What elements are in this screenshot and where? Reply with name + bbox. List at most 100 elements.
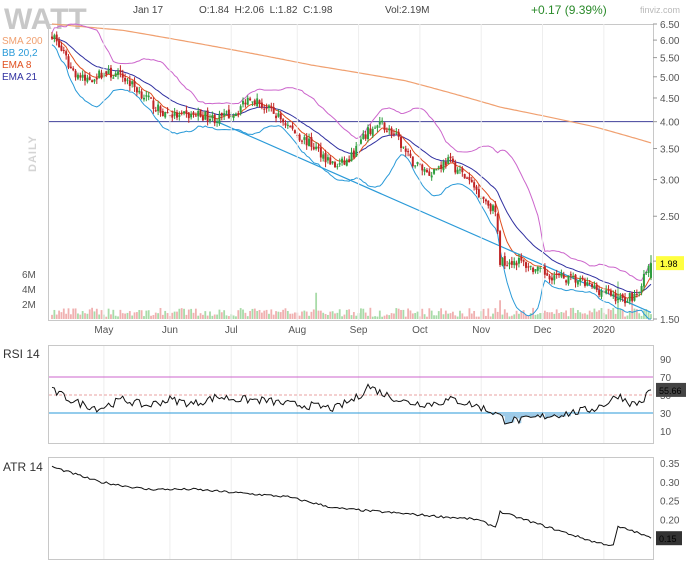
volume-bar <box>246 316 249 319</box>
candle-body <box>291 125 294 129</box>
volume-bar <box>539 313 542 319</box>
candle-body <box>350 152 353 162</box>
volume-bar <box>204 311 207 319</box>
volume-bar <box>569 307 572 319</box>
volume-bar <box>397 308 400 319</box>
candle-body <box>282 119 285 123</box>
candle-body <box>569 274 572 276</box>
volume-bar <box>180 308 183 319</box>
candle-body <box>583 280 586 286</box>
candle-body <box>138 90 141 93</box>
volume-bar <box>105 316 108 319</box>
volume-bar <box>650 314 652 319</box>
volume-bar <box>591 312 593 319</box>
candle-body <box>225 111 228 113</box>
volume-bar <box>275 311 277 319</box>
volume-bar <box>477 316 480 319</box>
candle-body <box>525 262 528 268</box>
candle-body <box>237 113 240 115</box>
candle-body <box>194 115 197 117</box>
volume-bar <box>546 312 549 319</box>
rsi-tick-label: 10 <box>660 427 672 438</box>
volume-bar <box>414 312 417 319</box>
candle-body <box>223 113 226 117</box>
period-label: DAILY <box>27 135 39 172</box>
candle-body <box>329 157 332 165</box>
candle-body <box>562 275 565 279</box>
candle-body <box>359 139 362 144</box>
volume-bar <box>485 315 487 319</box>
candle-body <box>449 156 452 159</box>
candle-body <box>411 156 414 167</box>
candle-body <box>112 77 115 79</box>
price-tick-label: 1.50 <box>660 315 680 326</box>
candle-body <box>484 199 487 202</box>
candle-body <box>586 282 589 286</box>
x-tick-label: Sep <box>350 325 368 336</box>
volume-bar <box>466 316 468 319</box>
volume-bar <box>308 315 310 319</box>
volume-bar <box>633 308 636 319</box>
candle-body <box>647 265 650 273</box>
volume-bar <box>334 313 336 319</box>
volume-bar <box>475 316 478 319</box>
volume-bar <box>272 314 275 319</box>
candle-body <box>265 107 268 109</box>
candle-body <box>619 295 622 300</box>
volume-bar <box>244 312 247 319</box>
volume-bar <box>506 312 509 319</box>
candle-body <box>164 112 167 118</box>
price-tick-label: 4.00 <box>660 118 680 129</box>
candle-body <box>454 162 457 173</box>
finviz-watermark: finviz.com <box>640 5 680 15</box>
volume-bar <box>74 308 77 319</box>
volume-bar <box>260 312 263 319</box>
candle-body <box>513 261 516 266</box>
volume-bar <box>322 312 325 319</box>
legend-ema8: EMA 8 <box>2 60 32 71</box>
volume-bar <box>317 310 320 319</box>
ticker-symbol[interactable]: WATT <box>4 3 87 36</box>
candle-body <box>93 79 96 82</box>
candle-body <box>607 289 610 291</box>
candle-body <box>494 205 497 213</box>
candle-body <box>553 275 556 281</box>
volume-bar <box>404 316 407 319</box>
candle-body <box>442 161 445 171</box>
volume-bar <box>128 311 131 319</box>
volume-bar <box>67 308 70 319</box>
volume-bar <box>600 308 603 319</box>
volume-bar <box>312 309 315 319</box>
volume-bar <box>628 311 631 319</box>
candle-body <box>331 161 334 164</box>
volume-bar <box>93 311 96 319</box>
volume-bar <box>543 310 546 319</box>
volume-bar <box>586 314 589 319</box>
volume-bar <box>452 311 454 319</box>
candle-body <box>593 285 596 289</box>
x-axis: May Jun Jul Aug Sep Oct Nov Dec 2020 <box>94 24 615 559</box>
candle-body <box>491 205 494 211</box>
candle-body <box>312 146 315 150</box>
volume-bar <box>197 315 200 319</box>
candle-body <box>145 95 148 97</box>
volume-bar <box>555 309 558 319</box>
candle-body <box>166 112 169 114</box>
bb-lower-band <box>51 44 651 320</box>
volume-bar <box>385 314 388 319</box>
candle-body <box>234 113 237 116</box>
candle-body <box>475 186 478 190</box>
volume-bar <box>185 314 188 319</box>
volume-bar <box>607 308 610 319</box>
candle-body <box>631 292 634 301</box>
volume-bar <box>336 312 339 319</box>
candle-body <box>642 273 645 287</box>
volume-bar <box>376 316 379 319</box>
candle-body <box>550 277 553 281</box>
rsi-line <box>51 383 652 425</box>
volume-bar <box>218 309 221 319</box>
volume-bar <box>131 315 134 319</box>
candle-body <box>270 106 273 109</box>
